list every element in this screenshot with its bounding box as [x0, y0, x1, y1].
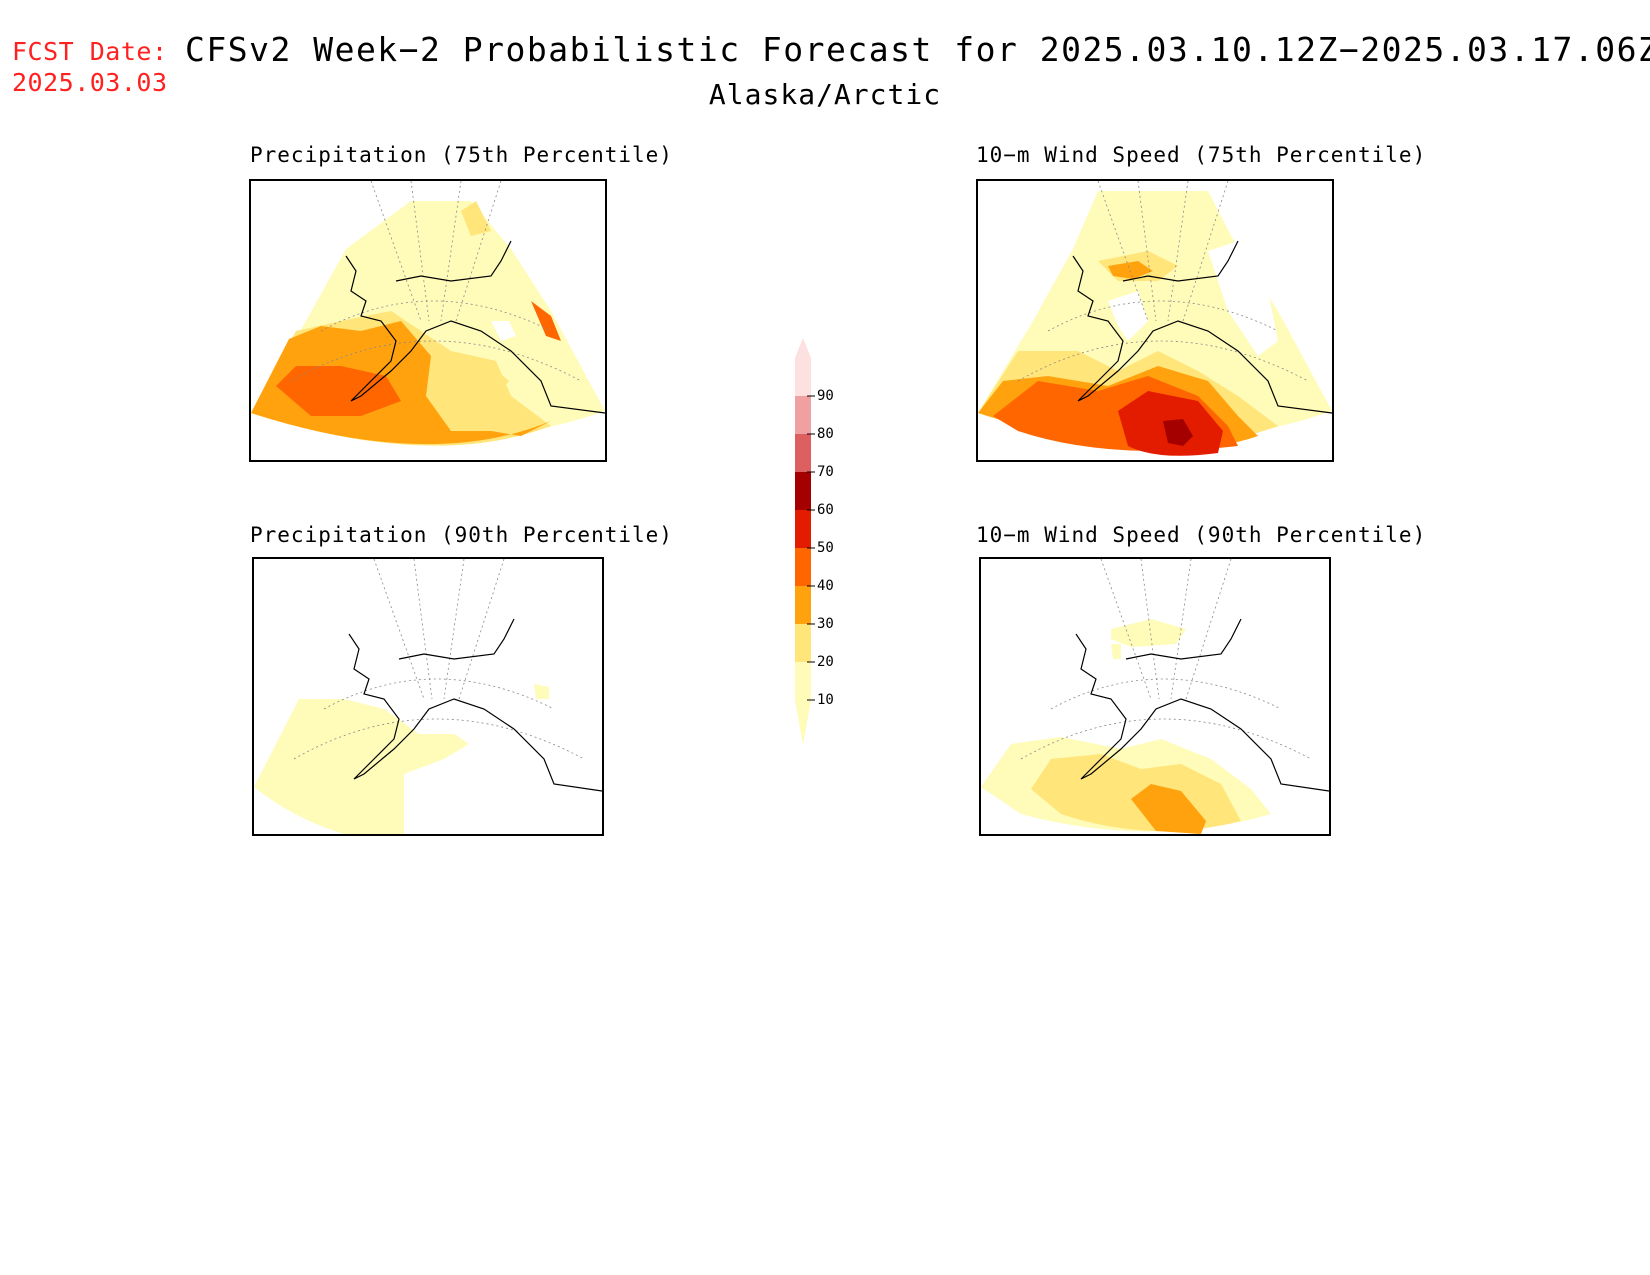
map-precip75: [251, 181, 605, 446]
page-title: CFSv2 Week−2 Probabilistic Forecast for …: [185, 30, 1650, 69]
region-subtitle: Alaska/Arctic: [708, 78, 942, 111]
colorbar-swatch: [795, 662, 811, 700]
map-precip90: [254, 559, 602, 834]
panel-title-precip75: Precipitation (75th Percentile): [250, 143, 673, 167]
colorbar-swatch: [795, 434, 811, 472]
colorbar-swatch: [795, 472, 811, 510]
colorbar-swatch: [795, 624, 811, 662]
colorbar-label: 60: [817, 502, 834, 518]
forecast-date-block: FCST Date: 2025.03.03: [12, 36, 168, 98]
forecast-date-label: FCST Date:: [12, 37, 168, 66]
colorbar-swatch: [795, 548, 811, 586]
forecast-date-value: 2025.03.03: [12, 68, 168, 97]
panel-title-wind75: 10−m Wind Speed (75th Percentile): [976, 143, 1427, 167]
colorbar-legend: 10 20 30 40 50 60 70 80 90: [795, 338, 834, 745]
colorbar-label: 30: [817, 616, 834, 632]
colorbar-label: 90: [817, 388, 834, 404]
panel-title-wind90: 10−m Wind Speed (90th Percentile): [976, 523, 1427, 547]
map-panel-precip75: [249, 179, 607, 462]
map-panel-wind90: [979, 557, 1331, 836]
colorbar-label: 50: [817, 540, 834, 556]
panel-title-precip90: Precipitation (90th Percentile): [250, 523, 673, 547]
colorbar-label: 20: [817, 654, 834, 670]
colorbar-swatch: [795, 358, 811, 396]
colorbar-swatch: [795, 586, 811, 624]
map-panel-wind75: [976, 179, 1334, 462]
map-wind75: [978, 181, 1332, 456]
colorbar-label: 80: [817, 426, 834, 442]
colorbar-cap-bottom: [795, 700, 811, 745]
colorbar-swatch: [795, 510, 811, 548]
colorbar-label: 10: [817, 692, 834, 708]
map-wind90: [981, 559, 1329, 834]
colorbar-label: 40: [817, 578, 834, 594]
colorbar-swatch: [795, 396, 811, 434]
colorbar-label: 70: [817, 464, 834, 480]
map-panel-precip90: [252, 557, 604, 836]
colorbar-cap-top: [795, 338, 811, 358]
